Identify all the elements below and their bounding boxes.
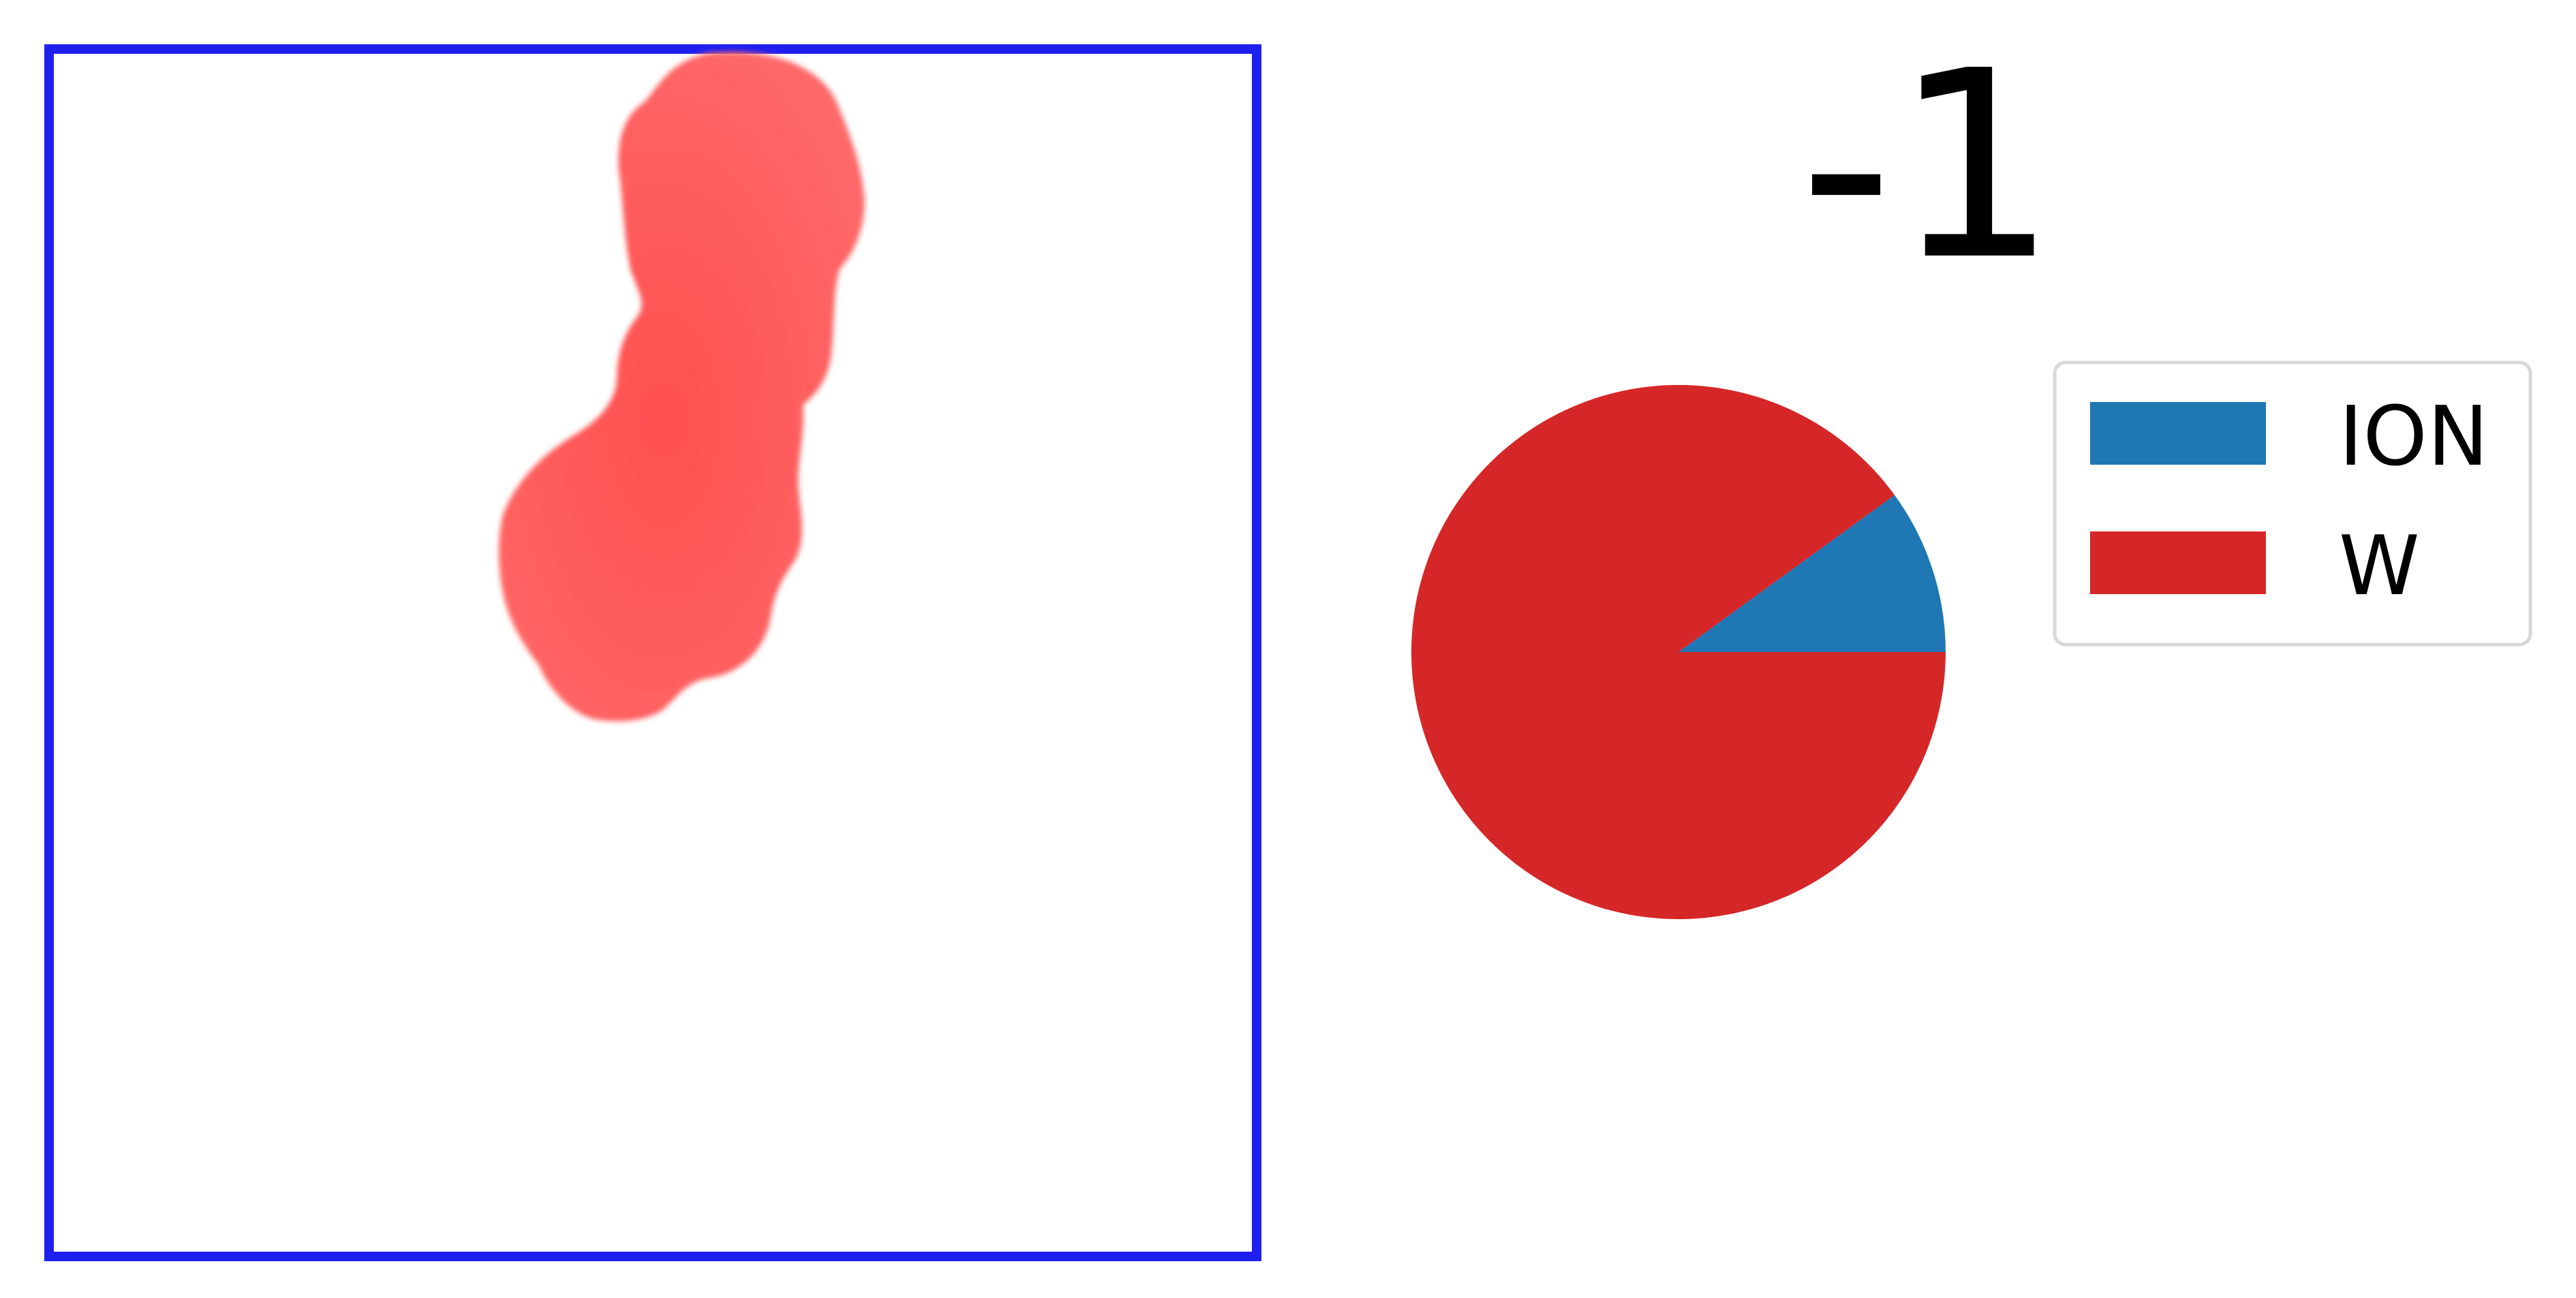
- simulation-panel: [44, 44, 1261, 1261]
- legend-swatch-w: [2090, 531, 2266, 594]
- annotation-number: -1: [1800, 15, 2058, 317]
- legend-label-ion: ION: [2339, 390, 2489, 484]
- molecule-blob: [499, 52, 865, 722]
- legend-swatch-ion: [2090, 402, 2266, 465]
- pie-chart: [1411, 384, 1946, 919]
- legend: ION W: [2053, 360, 2532, 647]
- simulation-box-outline: [44, 44, 1261, 1261]
- pie-slice-ion: [1678, 495, 1946, 652]
- pie-slice-w: [1411, 384, 1946, 919]
- legend-label-w: W: [2339, 519, 2420, 614]
